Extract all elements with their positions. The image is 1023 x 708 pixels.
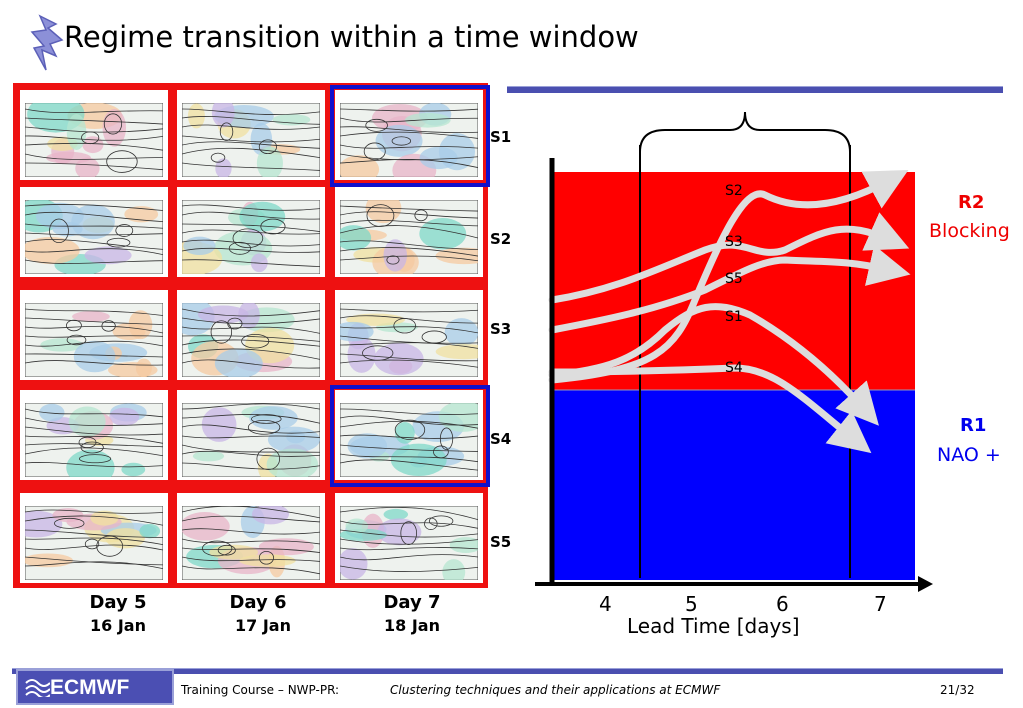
date-label: 16 Jan [90, 616, 146, 635]
x-tick-label: 7 [874, 592, 887, 616]
day-label: Day 7 [383, 592, 441, 613]
date-label: 17 Jan [235, 616, 291, 635]
x-axis-label: Lead Time [days] [627, 614, 800, 638]
day-label: Day 5 [89, 592, 147, 613]
region-r1-code: R1 [960, 415, 987, 436]
series-label-s1: S1 [725, 309, 743, 325]
regime-transition-chart [535, 111, 933, 592]
cluster-map-thumbnail [20, 90, 168, 180]
cluster-map-thumbnail [177, 290, 325, 380]
ecmwf-logo-box [16, 669, 174, 705]
time-window-brace [639, 111, 851, 153]
row-label-s1: S1 [490, 128, 512, 146]
cluster-map-thumbnail [177, 493, 325, 583]
date-label: 18 Jan [384, 616, 440, 635]
row-label-s3: S3 [490, 320, 512, 338]
transition-arrow-s3 [548, 212, 910, 304]
cluster-map-thumbnail [335, 290, 483, 380]
series-label-s3: S3 [725, 234, 743, 250]
row-label-s4: S4 [490, 430, 512, 448]
series-label-s2: S2 [725, 183, 743, 199]
ecmwf-logo-text: ECMWF [50, 676, 130, 699]
region-r2-fill [552, 172, 915, 390]
x-tick-label: 4 [599, 592, 612, 616]
x-tick-label: 6 [776, 592, 789, 616]
transition-arrow-s5 [548, 244, 911, 334]
region-r1-name: NAO + [937, 444, 1001, 466]
row-label-s2: S2 [490, 230, 512, 248]
transition-arrow-s1 [548, 303, 879, 426]
region-r2-name: Blocking [929, 220, 1010, 242]
page-title: Regime transition within a time window [64, 20, 639, 54]
cluster-map-thumbnail [20, 187, 168, 277]
day-label: Day 6 [229, 592, 287, 613]
ecmwf-wave-icon [25, 679, 50, 697]
series-label-s5: S5 [725, 271, 743, 287]
row-label-s5: S5 [490, 533, 512, 551]
cluster-map-thumbnail [335, 390, 483, 480]
cluster-map-thumbnail [335, 187, 483, 277]
cluster-map-thumbnail [177, 390, 325, 480]
highlight-frame [330, 385, 490, 487]
page-number: 21/32 [940, 683, 975, 697]
transition-arrow-s2 [548, 169, 909, 384]
ecmwf-swirl-logo [30, 14, 64, 71]
cluster-map-thumbnail [20, 493, 168, 583]
cluster-map-thumbnail [20, 390, 168, 480]
footer-topic: Clustering techniques and their applicat… [390, 683, 721, 697]
region-r1-fill [552, 390, 915, 580]
title-rule [507, 86, 1003, 93]
cluster-map-thumbnail [177, 187, 325, 277]
transition-arrow-s4 [548, 364, 872, 454]
footer-rule [12, 668, 1003, 674]
cluster-map-thumbnail [177, 90, 325, 180]
x-tick-label: 5 [685, 592, 698, 616]
cluster-map-thumbnail [20, 290, 168, 380]
cluster-map-thumbnail [335, 90, 483, 180]
x-axis-arrowhead [918, 576, 933, 592]
series-label-s4: S4 [725, 360, 743, 376]
cluster-map-thumbnail [335, 493, 483, 583]
footer-course: Training Course – NWP-PR: [181, 683, 340, 697]
highlight-frame [330, 85, 490, 187]
region-r2-code: R2 [958, 192, 985, 213]
